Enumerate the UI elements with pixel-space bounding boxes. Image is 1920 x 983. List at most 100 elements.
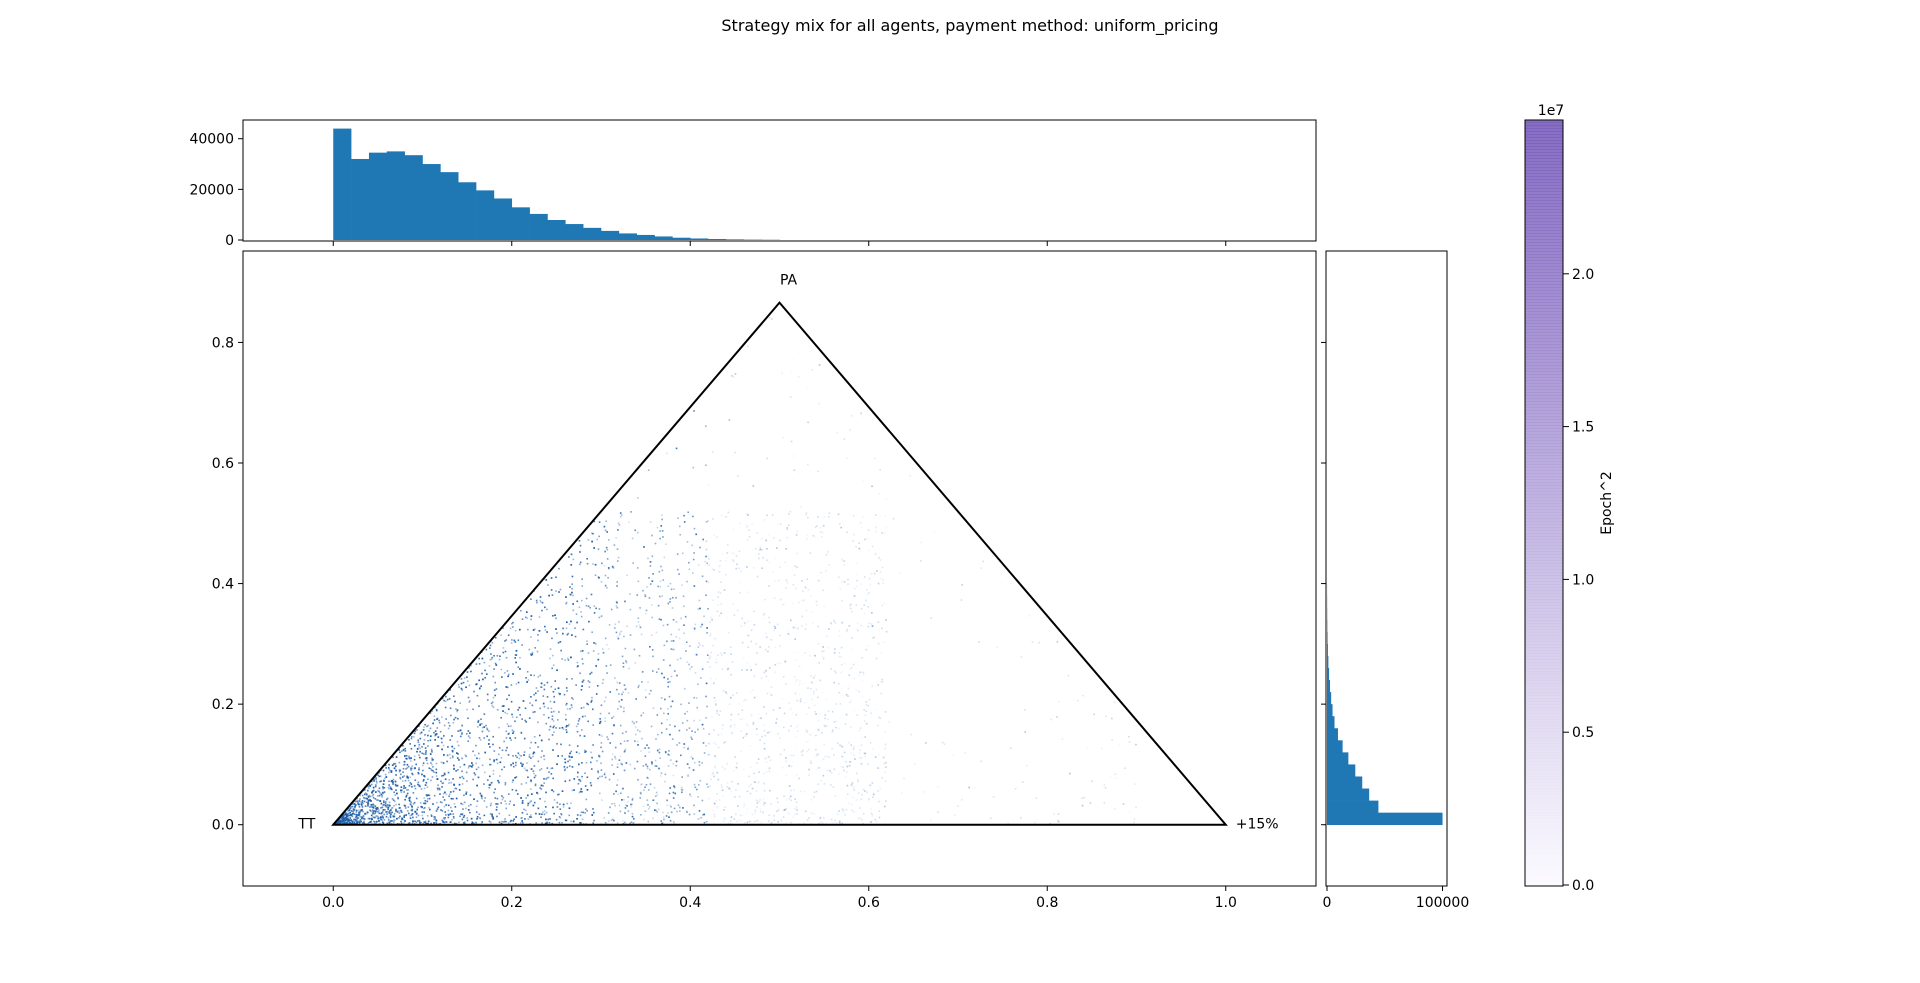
scatter-point bbox=[735, 789, 737, 791]
scatter-point bbox=[501, 676, 503, 678]
scatter-point bbox=[398, 803, 400, 806]
scatter-point bbox=[423, 797, 425, 799]
scatter-point bbox=[960, 599, 963, 601]
scatter-point bbox=[860, 762, 863, 765]
scatter-point bbox=[867, 538, 869, 540]
scatter-point bbox=[860, 744, 863, 746]
scatter-point bbox=[440, 737, 443, 740]
scatter-point bbox=[690, 736, 692, 739]
scatter-point bbox=[703, 813, 705, 816]
scatter-point bbox=[416, 812, 418, 815]
scatter-point bbox=[401, 817, 403, 820]
scatter-point bbox=[403, 816, 405, 818]
scatter-point bbox=[478, 657, 480, 660]
scatter-point bbox=[382, 804, 385, 806]
scatter-point bbox=[868, 622, 870, 625]
scatter-point bbox=[571, 587, 573, 590]
scatter-point bbox=[379, 791, 381, 794]
scatter-point bbox=[452, 813, 455, 815]
scatter-point bbox=[1033, 821, 1036, 824]
scatter-point bbox=[637, 497, 639, 499]
scatter-point bbox=[586, 643, 588, 645]
scatter-point bbox=[545, 778, 547, 780]
scatter-point bbox=[396, 792, 398, 795]
scatter-point bbox=[579, 778, 581, 781]
scatter-point bbox=[694, 628, 696, 631]
scatter-point bbox=[709, 634, 711, 637]
scatter-point bbox=[623, 798, 625, 801]
scatter-point bbox=[465, 686, 467, 689]
scatter-point bbox=[667, 712, 670, 715]
scatter-point bbox=[731, 781, 733, 783]
scatter-point bbox=[838, 576, 840, 578]
scatter-point bbox=[664, 698, 666, 701]
scatter-point bbox=[786, 581, 789, 584]
scatter-point bbox=[511, 639, 513, 641]
scatter-point bbox=[729, 646, 732, 649]
scatter-point bbox=[727, 543, 729, 546]
scatter-point bbox=[673, 786, 676, 789]
scatter-point bbox=[666, 640, 668, 643]
scatter-point bbox=[438, 787, 441, 790]
scatter-point bbox=[540, 686, 543, 688]
scatter-point bbox=[776, 810, 778, 812]
scatter-point bbox=[631, 799, 634, 801]
scatter-point bbox=[549, 725, 552, 728]
scatter-point bbox=[453, 784, 455, 786]
scatter-point bbox=[497, 753, 500, 756]
scatter-point bbox=[424, 757, 427, 760]
scatter-point bbox=[776, 547, 778, 549]
scatter-point bbox=[671, 607, 674, 609]
scatter-point bbox=[716, 807, 718, 809]
scatter-point bbox=[368, 795, 370, 798]
scatter-point bbox=[873, 572, 876, 575]
scatter-point bbox=[451, 750, 454, 753]
scatter-point bbox=[347, 820, 350, 823]
scatter-point bbox=[688, 727, 691, 729]
scatter-point bbox=[663, 556, 666, 559]
scatter-point bbox=[766, 547, 768, 550]
scatter-point bbox=[543, 705, 546, 708]
scatter-point bbox=[768, 316, 771, 319]
scatter-point bbox=[388, 812, 391, 814]
scatter-point bbox=[351, 810, 353, 812]
scatter-point bbox=[548, 771, 550, 774]
scatter-point bbox=[871, 813, 873, 815]
scatter-point bbox=[400, 773, 402, 776]
scatter-point bbox=[733, 561, 735, 564]
scatter-point bbox=[511, 716, 514, 718]
scatter-point bbox=[622, 787, 624, 790]
scatter-point bbox=[694, 731, 697, 734]
scatter-point bbox=[825, 698, 827, 701]
scatter-point bbox=[529, 702, 531, 704]
scatter-point bbox=[576, 621, 578, 624]
scatter-point bbox=[420, 731, 423, 734]
scatter-point bbox=[389, 813, 392, 816]
scatter-point bbox=[433, 771, 435, 773]
scatter-point bbox=[844, 761, 847, 763]
scatter-point bbox=[1061, 738, 1064, 741]
scatter-point bbox=[429, 735, 432, 737]
scatter-point bbox=[776, 797, 779, 800]
scatter-point bbox=[645, 783, 648, 786]
scatter-point bbox=[599, 718, 601, 720]
scatter-point bbox=[531, 653, 534, 656]
scatter-point bbox=[661, 822, 664, 824]
scatter-point bbox=[860, 412, 863, 415]
scatter-point bbox=[551, 594, 554, 596]
scatter-point bbox=[651, 649, 654, 651]
scatter-point bbox=[600, 769, 603, 771]
scatter-point bbox=[523, 737, 526, 740]
scatter-point bbox=[865, 704, 868, 706]
scatter-point bbox=[622, 691, 624, 693]
scatter-point bbox=[553, 701, 556, 703]
scatter-point bbox=[554, 680, 557, 682]
scatter-point bbox=[841, 670, 844, 673]
scatter-point bbox=[562, 728, 565, 730]
scatter-point bbox=[763, 742, 766, 745]
scatter-point bbox=[708, 785, 711, 788]
scatter-point bbox=[954, 814, 956, 816]
scatter-point bbox=[851, 610, 853, 613]
scatter-point bbox=[785, 757, 787, 759]
scatter-point bbox=[855, 799, 858, 801]
